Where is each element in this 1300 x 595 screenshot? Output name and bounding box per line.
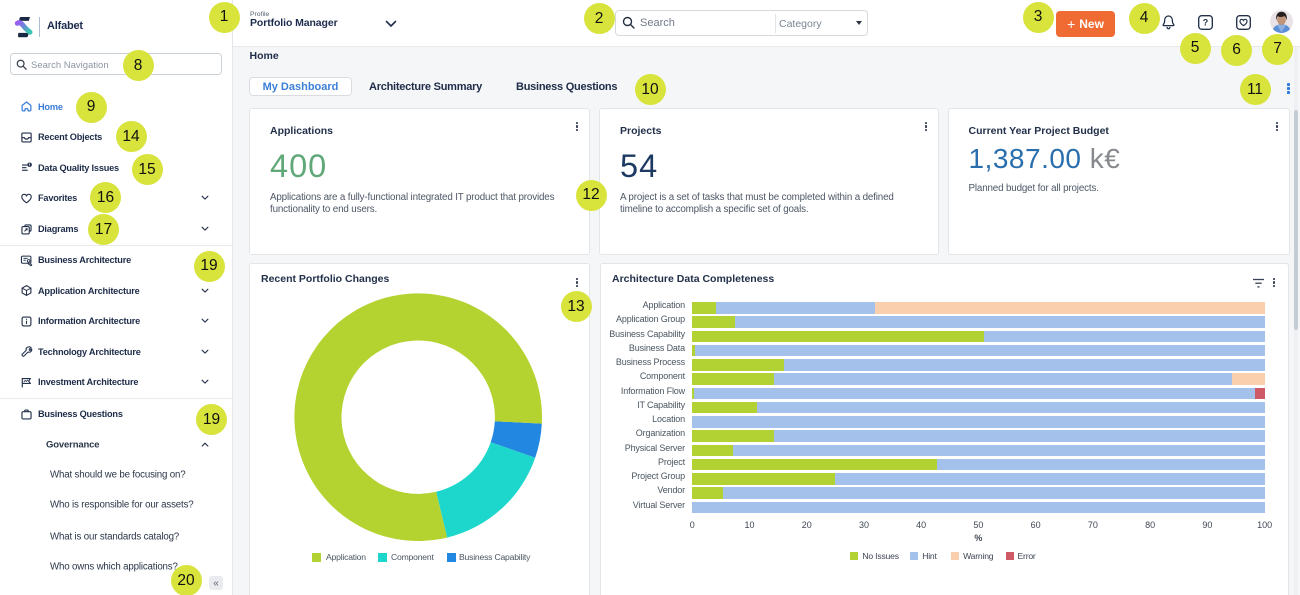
- svg-text:?: ?: [1203, 18, 1209, 28]
